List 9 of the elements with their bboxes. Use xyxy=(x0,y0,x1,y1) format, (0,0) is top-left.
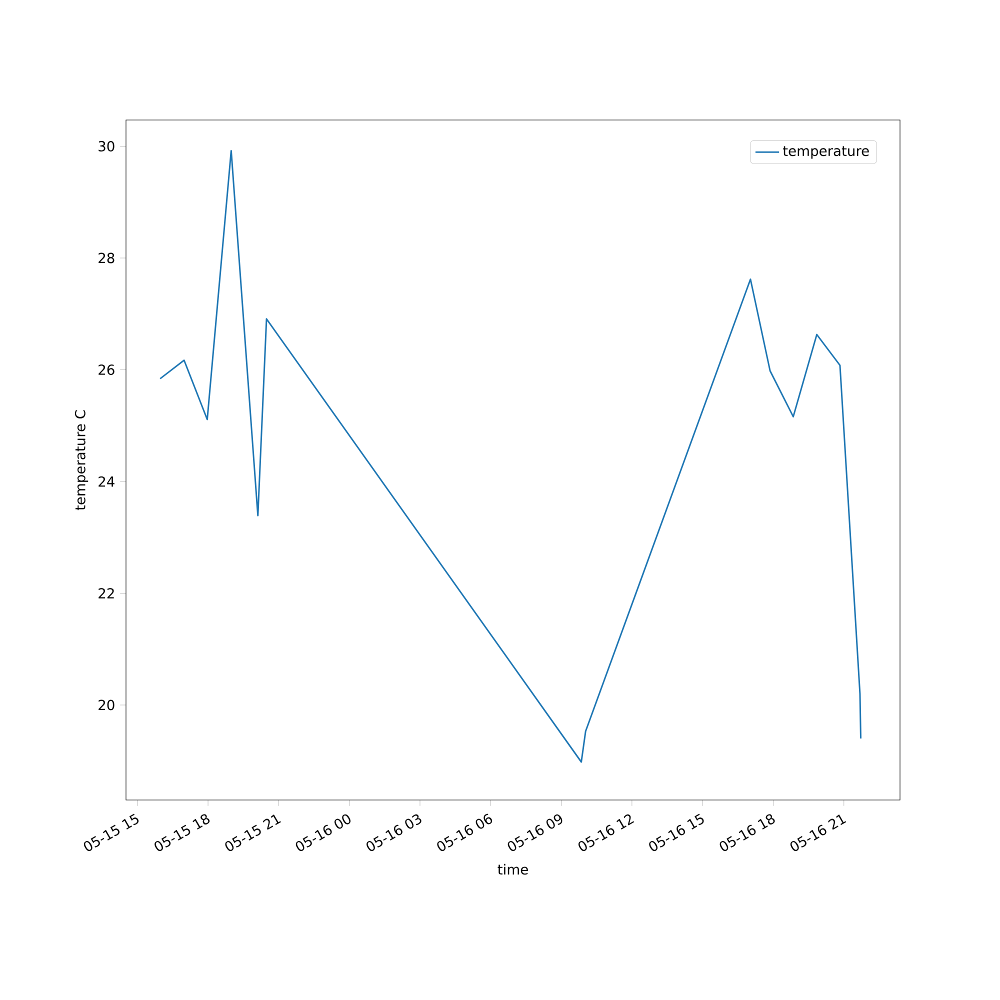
y-tick-label: 30 xyxy=(98,141,114,152)
y-axis-title: temperature C xyxy=(74,410,88,510)
y-tick-label: 26 xyxy=(98,364,114,375)
y-tick-label: 28 xyxy=(98,252,114,264)
y-tick-label: 20 xyxy=(98,700,114,710)
y-tick-label: 22 xyxy=(98,588,114,598)
y-tick-label: 24 xyxy=(98,476,114,487)
legend-label: temperature xyxy=(782,146,869,159)
x-axis-title: time xyxy=(498,864,528,875)
